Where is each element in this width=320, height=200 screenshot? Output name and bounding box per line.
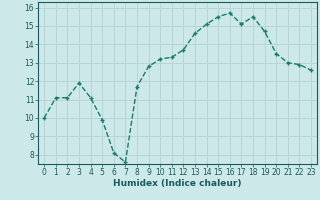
X-axis label: Humidex (Indice chaleur): Humidex (Indice chaleur)	[113, 179, 242, 188]
